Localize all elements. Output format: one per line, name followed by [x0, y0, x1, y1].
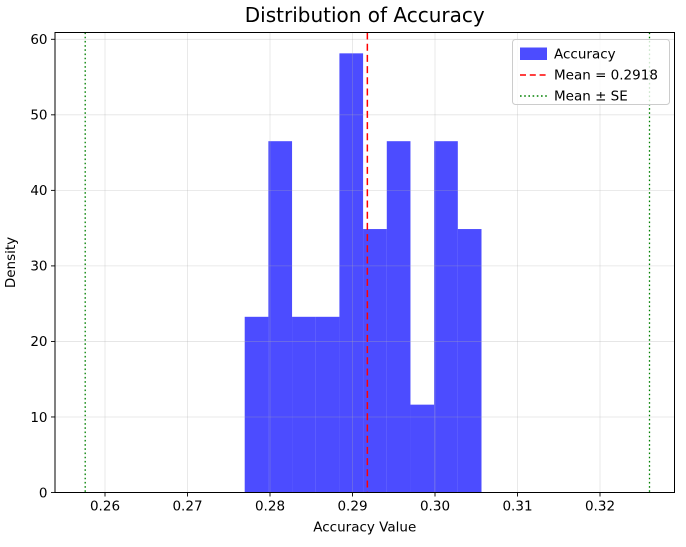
histogram-bar: [339, 53, 364, 493]
x-tick-label: 0.31: [502, 499, 532, 515]
y-tick-label: 60: [30, 32, 47, 48]
histogram-bar: [268, 141, 293, 493]
histogram-bar: [315, 316, 340, 493]
x-axis-label: Accuracy Value: [313, 520, 416, 536]
histogram-bar: [410, 404, 435, 493]
axes: 0.26 0.27 0.28 0.29 0.30 0.31 0.32 0 10 20 30 40 50 6…: [30, 32, 675, 515]
y-tick-label: 30: [30, 259, 47, 275]
x-tick-label: 0.29: [337, 499, 367, 515]
y-axis-label: Density: [3, 237, 19, 288]
reference-lines: [84, 32, 651, 493]
x-tick-label: 0.32: [585, 499, 615, 515]
y-tick-label: 10: [30, 410, 47, 426]
legend-label-accuracy: Accuracy: [554, 47, 616, 63]
histogram-bars: [244, 53, 482, 493]
legend-label-mean-se: Mean ± SE: [554, 89, 628, 105]
axes-frame: [54, 32, 675, 493]
legend-label-mean: Mean = 0.2918: [554, 68, 658, 84]
histogram-bar: [457, 229, 482, 493]
histogram-bar: [434, 141, 458, 493]
histogram-bar: [292, 316, 316, 493]
y-tick-label: 50: [30, 108, 47, 124]
histogram-bar: [386, 141, 411, 493]
y-tick-label: 0: [39, 485, 48, 501]
chart-title: Distribution of Accuracy: [245, 3, 485, 27]
legend-swatch-accuracy-icon: [520, 47, 547, 60]
x-tick-label: 0.26: [90, 499, 120, 515]
x-tick-label: 0.27: [172, 499, 202, 515]
legend-box: [512, 39, 670, 105]
histogram-bar: [244, 316, 269, 493]
y-tick-label: 40: [30, 183, 47, 199]
x-tick-label: 0.28: [255, 499, 285, 515]
y-tick-label: 20: [30, 334, 47, 350]
histogram-bar: [363, 229, 387, 493]
x-tick-label: 0.30: [420, 499, 450, 515]
legend: Accuracy Mean = 0.2918 Mean ± SE: [512, 39, 670, 105]
